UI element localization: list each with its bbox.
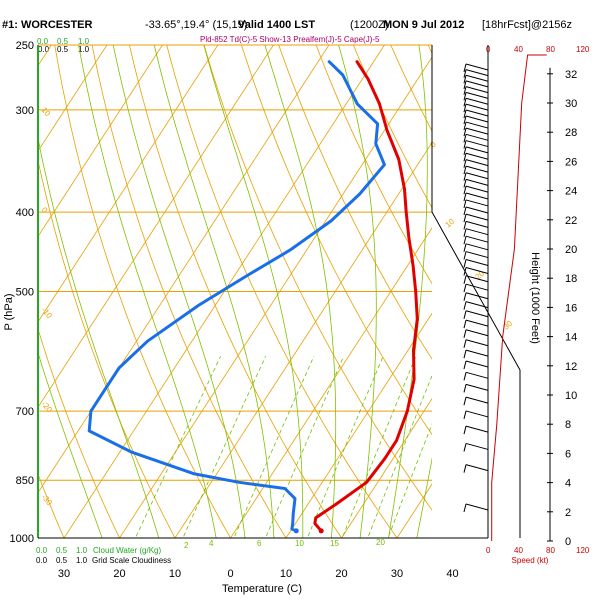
mixing-ratio-label-20: 20 bbox=[376, 538, 385, 547]
temperature-axis-label: Temperature (C) bbox=[222, 583, 302, 595]
grid-cloud-label: Grid Scale Cloudiness bbox=[92, 556, 171, 565]
height-tick-20: 20 bbox=[565, 244, 577, 256]
bottom-cloud-scales: 0.0 0.5 1.0 Cloud Water (g/Kg) 0.0 0.5 1… bbox=[36, 546, 171, 565]
mixing-ratio-label-15: 15 bbox=[330, 539, 339, 548]
bottom-black-2: 1.0 bbox=[76, 556, 88, 565]
bottom-speed-120: 120 bbox=[576, 546, 590, 555]
temperature-tick-4: 10 bbox=[280, 568, 292, 580]
top-speed-80: 80 bbox=[546, 45, 555, 54]
mixing-ratio-label-4: 4 bbox=[209, 539, 214, 548]
temperature-tick-5: 20 bbox=[335, 568, 347, 580]
stability-indices: Pld-852 Td(C)-5 Show-13 Prealfem(J)-5 Ca… bbox=[200, 35, 380, 44]
height-tick-16: 16 bbox=[565, 302, 577, 314]
pressure-axis-label: P (hPa) bbox=[3, 293, 15, 330]
height-tick-6: 6 bbox=[565, 448, 571, 460]
height-tick-2: 2 bbox=[565, 507, 571, 519]
height-tick-14: 14 bbox=[565, 332, 577, 344]
bottom-green-1: 0.5 bbox=[56, 546, 68, 555]
bottom-black-0: 0.0 bbox=[36, 556, 48, 565]
height-tick-28: 28 bbox=[565, 127, 577, 139]
top-speed-40: 40 bbox=[514, 45, 523, 54]
pressure-tick-400: 400 bbox=[16, 207, 34, 219]
pressure-tick-1000: 1000 bbox=[10, 533, 34, 545]
bottom-speed-80: 80 bbox=[546, 546, 555, 555]
valid-date: MON 9 Jul 2012 bbox=[383, 19, 464, 31]
height-tick-24: 24 bbox=[565, 186, 577, 198]
bottom-green-0: 0.0 bbox=[36, 546, 48, 555]
temperature-surface-point bbox=[319, 528, 324, 533]
temperature-tick-7: 40 bbox=[446, 568, 458, 580]
bottom-speed-40: 40 bbox=[514, 546, 523, 555]
top-black-1: 0.5 bbox=[57, 45, 69, 54]
height-tick-0: 0 bbox=[565, 536, 571, 548]
pressure-tick-700: 700 bbox=[16, 406, 34, 418]
pressure-tick-500: 500 bbox=[16, 287, 34, 299]
temperature-tick-6: 30 bbox=[391, 568, 403, 580]
height-tick-10: 10 bbox=[565, 390, 577, 402]
height-tick-12: 12 bbox=[565, 361, 577, 373]
pressure-tick-250: 250 bbox=[16, 40, 34, 52]
bottom-speed-0: 0 bbox=[486, 546, 491, 555]
height-axis-label: Height (1000 Feet) bbox=[529, 252, 541, 344]
height-tick-8: 8 bbox=[565, 419, 571, 431]
bottom-green-2: 1.0 bbox=[76, 546, 88, 555]
station-title: #1: WORCESTER bbox=[2, 19, 93, 31]
dewpoint-surface-point bbox=[294, 528, 299, 533]
temperature-tick-1: 20 bbox=[113, 568, 125, 580]
top-black-0: 0.0 bbox=[38, 45, 50, 54]
height-tick-30: 30 bbox=[565, 98, 577, 110]
temperature-tick-2: 10 bbox=[169, 568, 181, 580]
height-tick-18: 18 bbox=[565, 273, 577, 285]
height-tick-4: 4 bbox=[565, 478, 571, 490]
forecast-info: [18hrFcst]@2156z bbox=[482, 19, 572, 31]
pressure-tick-300: 300 bbox=[16, 105, 34, 117]
top-speed-120: 120 bbox=[576, 45, 590, 54]
valid-time: Valid 1400 LST bbox=[238, 19, 315, 31]
height-tick-32: 32 bbox=[565, 69, 577, 81]
speed-axis-label: Speed (kt) bbox=[512, 556, 549, 565]
height-tick-22: 22 bbox=[565, 215, 577, 227]
mixing-ratio-label-2: 2 bbox=[184, 541, 189, 550]
temperature-tick-3: 0 bbox=[227, 568, 233, 580]
mixing-ratio-label-6: 6 bbox=[257, 539, 262, 548]
pressure-tick-850: 850 bbox=[16, 475, 34, 487]
bottom-black-1: 0.5 bbox=[56, 556, 68, 565]
temperature-tick-0: 30 bbox=[58, 568, 70, 580]
station-coords: -33.65°,19.4° (15,19) bbox=[145, 19, 247, 31]
height-tick-26: 26 bbox=[565, 156, 577, 168]
cloud-water-label: Cloud Water (g/Kg) bbox=[93, 546, 162, 555]
mixing-ratio-label-10: 10 bbox=[295, 539, 304, 548]
